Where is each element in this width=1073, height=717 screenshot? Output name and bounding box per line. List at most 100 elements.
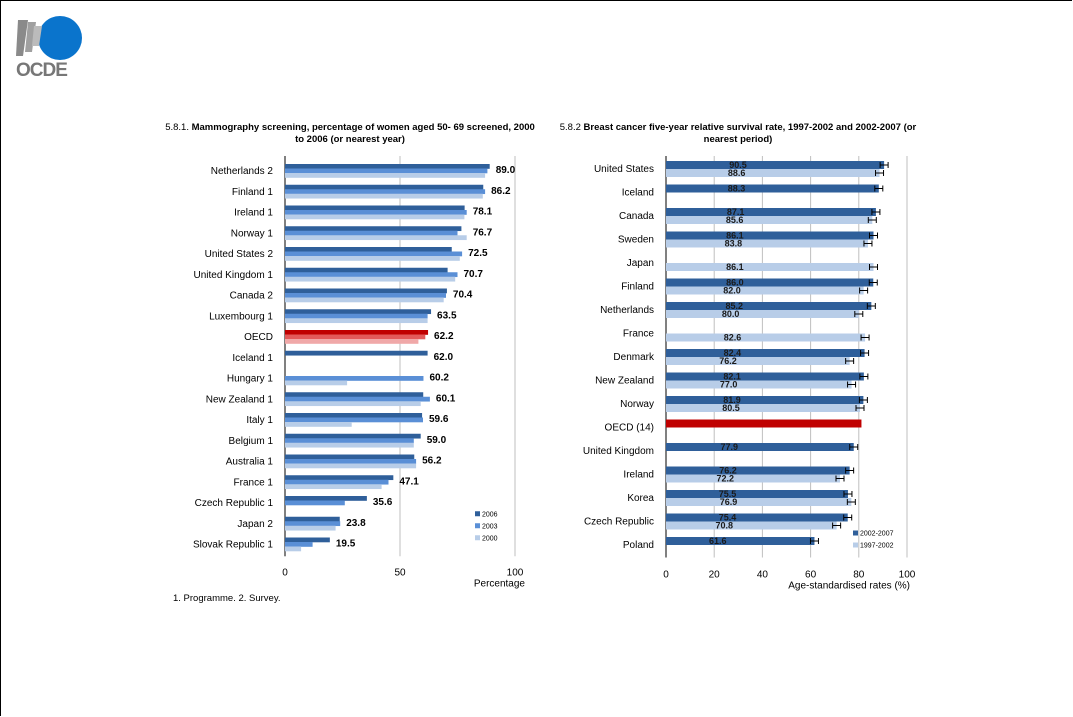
bar-2003 bbox=[285, 251, 463, 257]
category-label: Italy 1 bbox=[246, 415, 273, 426]
data-label: 72.5 bbox=[468, 248, 488, 259]
data-label: 72.2 bbox=[716, 474, 734, 484]
data-label: 80.5 bbox=[722, 403, 740, 413]
bar-2006 bbox=[285, 475, 394, 481]
bar-1997-2002 bbox=[666, 239, 868, 248]
legend-swatch-2000 bbox=[475, 535, 480, 541]
data-label: 86.0 bbox=[726, 278, 744, 288]
category-label: United Kingdom 1 bbox=[194, 270, 274, 281]
bar-1997-2002 bbox=[666, 404, 861, 412]
data-label: 76.9 bbox=[720, 497, 738, 507]
bar-2003 bbox=[285, 272, 458, 278]
data-label: 77.0 bbox=[720, 380, 738, 390]
data-label: 76.2 bbox=[719, 356, 737, 366]
bar-2003 bbox=[285, 521, 341, 527]
x-tick-label: 0 bbox=[663, 570, 669, 581]
bar-2003 bbox=[285, 500, 345, 506]
data-label: 62.2 bbox=[434, 331, 454, 342]
bar-2000 bbox=[285, 297, 444, 303]
data-label: 82.1 bbox=[723, 372, 741, 382]
category-label: Iceland bbox=[622, 188, 654, 199]
bar-2006 bbox=[285, 226, 462, 232]
bar-2006 bbox=[285, 454, 415, 460]
data-label: 75.4 bbox=[719, 513, 737, 523]
category-label: Luxembourg 1 bbox=[209, 311, 273, 322]
bar-2003 bbox=[285, 168, 488, 174]
data-label: 87.1 bbox=[727, 207, 745, 217]
bar-2006 bbox=[285, 288, 447, 294]
bar-2002-2007 bbox=[666, 513, 848, 522]
x-axis-label: Age-standardised rates (%) bbox=[788, 581, 910, 592]
category-label: Finland 1 bbox=[232, 187, 274, 198]
data-label: 86.2 bbox=[491, 186, 511, 197]
bar-2002-2007 bbox=[666, 537, 815, 545]
legend-swatch-1997-2002 bbox=[853, 542, 858, 548]
bar-2000 bbox=[285, 525, 336, 531]
bar-2000 bbox=[285, 214, 465, 220]
bar-2003 bbox=[285, 189, 486, 195]
legend-swatch-2002-2007 bbox=[853, 530, 858, 536]
category-label: Hungary 1 bbox=[227, 374, 274, 385]
x-tick-label: 60 bbox=[805, 570, 817, 581]
bar-2006 bbox=[285, 267, 448, 273]
data-label: 62.0 bbox=[434, 352, 454, 363]
data-label: 60.1 bbox=[436, 393, 456, 404]
logo-text: OCDE bbox=[16, 60, 67, 80]
legend-swatch-2006 bbox=[475, 511, 480, 517]
category-label: France bbox=[623, 329, 655, 340]
x-axis-label: Percentage bbox=[474, 578, 526, 589]
bar-1997-2002 bbox=[666, 380, 852, 389]
bar-1997-2002 bbox=[666, 474, 841, 483]
x-tick-label: 20 bbox=[709, 570, 721, 581]
category-label: OECD (14) bbox=[605, 423, 654, 434]
data-label: 89.0 bbox=[496, 165, 516, 176]
category-label: Czech Republic bbox=[584, 517, 654, 528]
bar-2003 bbox=[285, 479, 389, 485]
data-label: 35.6 bbox=[373, 497, 393, 508]
bar-2003 bbox=[285, 459, 417, 464]
bar-2000 bbox=[285, 442, 414, 448]
data-label: 47.1 bbox=[399, 476, 419, 487]
category-label: Netherlands bbox=[600, 305, 654, 316]
x-tick-label: 100 bbox=[899, 570, 916, 581]
bar-2003 bbox=[285, 417, 423, 423]
bar-2000 bbox=[285, 380, 348, 386]
data-label: 59.0 bbox=[427, 435, 447, 446]
bar-2006 bbox=[285, 537, 330, 543]
bar-2006 bbox=[285, 309, 432, 315]
legend-swatch-2003 bbox=[475, 523, 480, 529]
data-label: 80.0 bbox=[722, 309, 740, 319]
category-label: Canada 2 bbox=[230, 291, 274, 302]
data-label: 88.6 bbox=[728, 168, 746, 178]
data-label: 61.6 bbox=[709, 536, 727, 546]
category-label: Czech Republic 1 bbox=[195, 498, 274, 509]
category-label: OECD bbox=[244, 332, 273, 343]
bar-1997-2002 bbox=[666, 216, 873, 224]
data-label: 56.2 bbox=[422, 456, 442, 467]
data-label: 88.3 bbox=[728, 184, 746, 194]
bar-2000 bbox=[285, 256, 460, 261]
bar-2002-2007 bbox=[666, 466, 850, 475]
bar-2006 bbox=[285, 433, 421, 439]
bar-2006 bbox=[285, 496, 367, 501]
category-label: Poland bbox=[623, 540, 654, 551]
category-label: Belgium 1 bbox=[229, 436, 274, 447]
data-label: 77.9 bbox=[720, 442, 738, 452]
bar-1997-2002 bbox=[666, 521, 837, 530]
data-label: 63.5 bbox=[437, 310, 457, 321]
bar-2006 bbox=[285, 205, 465, 211]
data-label: 82.0 bbox=[723, 286, 741, 296]
bar-1997-2002 bbox=[666, 263, 874, 271]
data-label: 90.5 bbox=[729, 160, 747, 170]
category-label: Ireland 1 bbox=[234, 208, 273, 219]
category-label: Norway 1 bbox=[231, 228, 274, 239]
data-label: 83.8 bbox=[725, 239, 743, 249]
bar-2000 bbox=[285, 318, 428, 324]
bar-2000 bbox=[285, 235, 467, 241]
category-label: United States 2 bbox=[205, 249, 274, 260]
bar-2000 bbox=[285, 463, 417, 469]
bar-2006 bbox=[285, 516, 340, 522]
category-label: Sweden bbox=[618, 235, 654, 246]
bar-2002-2007 bbox=[666, 349, 865, 357]
bar-1997-2002 bbox=[666, 498, 852, 506]
